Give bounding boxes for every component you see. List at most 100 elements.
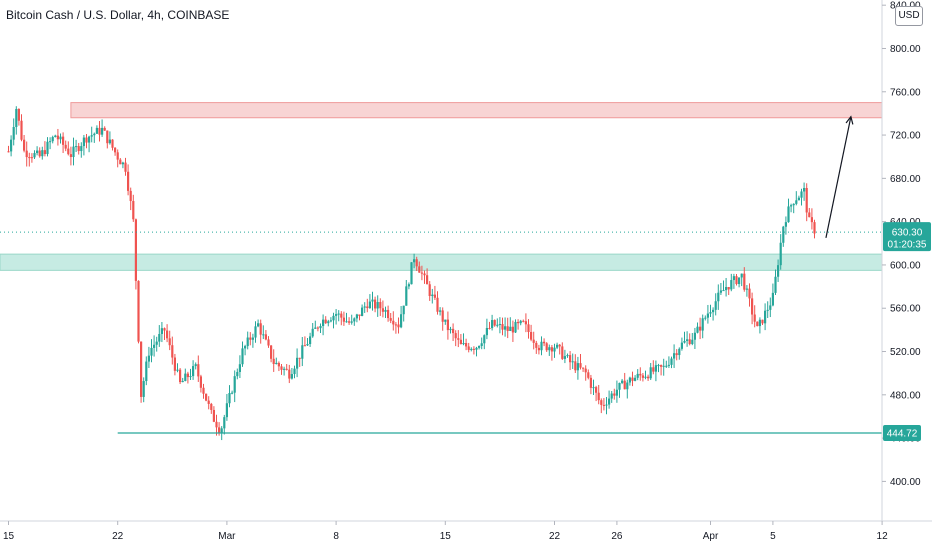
candle-body xyxy=(158,333,161,342)
candle-body xyxy=(665,365,668,367)
support-zone xyxy=(0,253,883,271)
candle-body xyxy=(41,150,44,157)
time-tick-label: 15 xyxy=(3,531,15,542)
candle-body xyxy=(779,242,782,266)
candle-body xyxy=(218,427,221,433)
candle-body xyxy=(259,323,262,335)
candle-body xyxy=(795,200,798,204)
candle-body xyxy=(563,356,566,359)
candle-body xyxy=(680,342,683,349)
axis-layer: 400.00440.00480.00520.00560.00600.00640.… xyxy=(0,0,932,542)
candle-body xyxy=(496,324,499,326)
candle-body xyxy=(189,376,192,378)
candle-body xyxy=(168,338,171,346)
candle-body xyxy=(145,361,148,382)
candle-body xyxy=(150,347,153,356)
candle-body xyxy=(699,326,702,331)
candle-body xyxy=(358,314,361,316)
candle-body xyxy=(498,324,501,326)
candle-body xyxy=(387,309,390,319)
candle-body xyxy=(82,137,85,147)
candle-body xyxy=(589,377,592,388)
candle-body xyxy=(30,157,33,159)
candle-body xyxy=(93,133,96,136)
currency-unit-badge[interactable]: USD xyxy=(895,6,923,26)
candle-body xyxy=(569,355,572,363)
candle-body xyxy=(56,135,59,140)
candle-body xyxy=(483,335,486,344)
candle-body xyxy=(23,139,26,151)
candle-body xyxy=(7,151,10,153)
candle-body xyxy=(561,346,564,359)
candle-body xyxy=(194,364,197,367)
candle-body xyxy=(361,307,364,316)
candle-body xyxy=(301,345,304,359)
candle-body xyxy=(769,305,772,310)
candle-body xyxy=(77,146,80,152)
price-tick-label: 800.00 xyxy=(890,44,921,55)
candle-body xyxy=(314,327,317,329)
time-tick-label: 8 xyxy=(333,531,339,542)
candle-body xyxy=(782,226,785,243)
candle-body xyxy=(753,314,756,322)
candle-body xyxy=(262,334,265,336)
candle-body xyxy=(553,347,556,352)
candle-body xyxy=(379,302,382,309)
candle-body xyxy=(223,417,226,429)
candle-body xyxy=(296,357,299,369)
candle-body xyxy=(103,127,106,131)
candle-body xyxy=(88,136,91,143)
candle-body xyxy=(706,313,709,318)
candle-body xyxy=(701,318,704,331)
candle-body xyxy=(704,317,707,319)
candle-body xyxy=(415,259,418,267)
candle-body xyxy=(205,393,208,401)
candle-body xyxy=(75,146,78,148)
candle-body xyxy=(543,341,546,344)
candle-body xyxy=(548,347,551,351)
candle-body xyxy=(636,373,639,378)
price-tick-label: 560.00 xyxy=(890,304,921,315)
candle-body xyxy=(667,364,670,366)
candle-body xyxy=(95,127,98,134)
candle-body xyxy=(142,381,145,397)
candle-body xyxy=(428,284,431,297)
price-tick-label: 760.00 xyxy=(890,87,921,98)
candle-body xyxy=(298,357,301,359)
candle-body xyxy=(345,321,348,323)
candle-body xyxy=(36,150,39,154)
candle-body xyxy=(327,321,330,324)
candle-body xyxy=(49,141,52,143)
candle-body xyxy=(576,363,579,371)
candle-body xyxy=(519,320,522,324)
candle-body xyxy=(725,287,728,291)
candle-body xyxy=(652,367,655,372)
candle-body xyxy=(202,387,205,394)
candle-body xyxy=(337,313,340,315)
candle-body xyxy=(647,376,650,379)
time-tick-label: Apr xyxy=(703,531,719,542)
candle-body xyxy=(709,312,712,314)
candle-body xyxy=(236,371,239,377)
candle-body xyxy=(64,144,67,149)
candle-body xyxy=(407,284,410,287)
candle-body xyxy=(712,309,715,313)
overlay-layer xyxy=(0,115,882,434)
candle-body xyxy=(33,153,36,158)
candle-body xyxy=(43,150,46,155)
candle-body xyxy=(631,377,634,381)
candle-body xyxy=(171,345,174,358)
candle-body xyxy=(129,190,132,202)
candle-body xyxy=(140,341,143,397)
candle-body xyxy=(756,321,759,327)
candle-body xyxy=(184,373,187,381)
candle-body xyxy=(472,348,475,350)
candle-body xyxy=(244,346,247,349)
candle-body xyxy=(335,314,338,316)
candle-body xyxy=(264,334,267,340)
candle-body xyxy=(470,348,473,350)
candle-body xyxy=(405,286,408,306)
candle-body xyxy=(272,358,275,365)
